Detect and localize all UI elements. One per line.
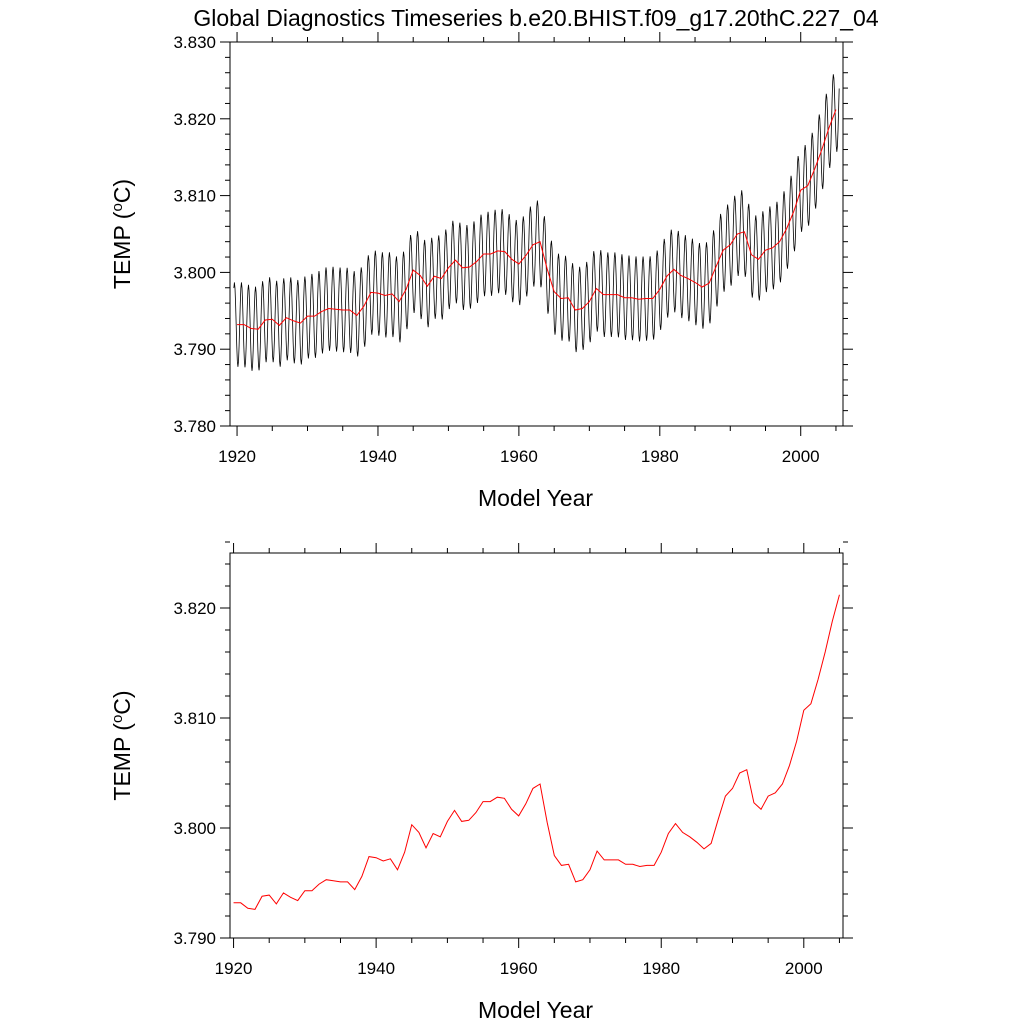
- y-tick-label: 3.780: [173, 417, 216, 436]
- x-tick-label: 1940: [359, 447, 397, 466]
- x-tick-label: 1960: [500, 447, 538, 466]
- y-axis-label: TEMP (oC): [109, 179, 135, 289]
- x-axis-label: Model Year: [478, 997, 593, 1023]
- y-tick-label: 3.820: [173, 110, 216, 129]
- x-tick-label: 1920: [215, 959, 253, 978]
- y-tick-label: 3.790: [173, 929, 216, 948]
- x-tick-label: 2000: [782, 447, 820, 466]
- y-tick-label: 3.800: [173, 263, 216, 282]
- x-axis-label: Model Year: [478, 485, 593, 511]
- top-panel: 1920 1940 1960 1980 2000 3.780 3.790 3.800 3.810…: [109, 32, 853, 511]
- y-tick-label: 3.820: [173, 599, 216, 618]
- plot-frame: [229, 552, 844, 939]
- monthly-temp-line: [233, 74, 840, 371]
- plot-frame: [229, 41, 844, 427]
- y-tick-label: 3.810: [173, 187, 216, 206]
- y-tick-label: 3.810: [173, 709, 216, 728]
- annual-mean-temp-line: [237, 109, 837, 330]
- y-axis-label: TEMP (oC): [109, 690, 135, 800]
- y-tick-label: 3.830: [173, 33, 216, 52]
- y-tick-label: 3.790: [173, 340, 216, 359]
- annual-mean-temp-line: [233, 594, 840, 910]
- x-tick-label: 1940: [357, 959, 395, 978]
- x-tick-label: 1980: [642, 959, 680, 978]
- x-tick-label: 1920: [218, 447, 256, 466]
- chart-title: Global Diagnostics Timeseries b.e20.BHIS…: [193, 5, 879, 31]
- y-tick-label: 3.800: [173, 819, 216, 838]
- x-tick-label: 2000: [785, 959, 823, 978]
- x-tick-label: 1980: [641, 447, 679, 466]
- bottom-panel: 1920 1940 1960 1980 2000 3.790 3.800 3.810 3.820…: [109, 541, 853, 1023]
- x-tick-label: 1960: [500, 959, 538, 978]
